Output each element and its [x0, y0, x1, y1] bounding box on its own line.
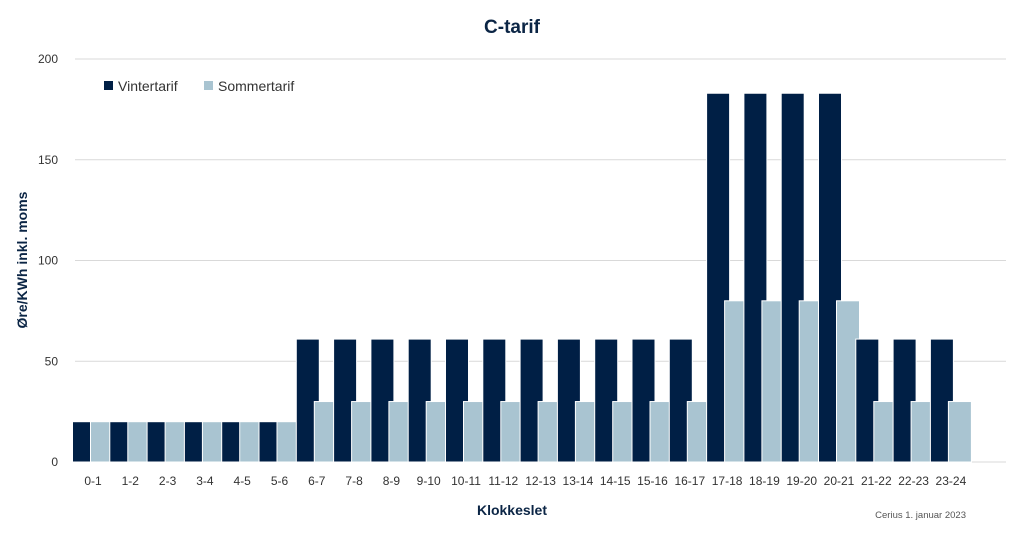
y-tick-label: 150: [38, 153, 58, 167]
bar-vintertarif-11-12: [482, 338, 507, 463]
x-tick-label: 11-12: [488, 474, 518, 488]
x-tick-label: 9-10: [417, 474, 441, 488]
bar-vintertarif-17-18: [706, 92, 731, 463]
x-tick-label: 23-24: [936, 474, 967, 488]
x-tick-label: 2-3: [159, 474, 177, 488]
bar-vintertarif-16-17: [668, 338, 693, 463]
bar-vintertarif-14-15: [594, 338, 619, 463]
y-tick-label: 50: [45, 354, 59, 368]
y-tick-label: 100: [38, 254, 58, 268]
chart-title: C-tarif: [484, 17, 541, 38]
bar-vintertarif-15-16: [631, 338, 656, 463]
y-axis-ticks: 0 50 100 150 200: [38, 52, 58, 469]
legend-label-sommertarif: Sommertarif: [218, 78, 294, 94]
x-tick-label: 0-1: [84, 474, 102, 488]
x-tick-label: 1-2: [122, 474, 140, 488]
bar-vintertarif-6-7: [295, 338, 320, 463]
bar-vintertarif-7-8: [333, 338, 358, 463]
bar-vintertarif-9-10: [407, 338, 432, 463]
bar-vintertarif-20-21: [818, 92, 842, 463]
x-axis-title: Klokkeslet: [477, 502, 547, 518]
bar-vintertarif-18-19: [743, 92, 768, 463]
x-tick-label: 14-15: [600, 474, 631, 488]
bar-vintertarif-8-9: [370, 338, 395, 463]
x-tick-label: 12-13: [525, 474, 556, 488]
x-axis-ticks: 0-1 1-2 2-3 3-4 4-5 5-6 6-7 7-8 8-9 9-10 10-11 11-1…: [84, 474, 966, 488]
x-tick-label: 7-8: [345, 474, 363, 488]
bar-vintertarif-22-23: [892, 338, 917, 463]
legend-swatch-sommertarif: [204, 81, 213, 90]
bar-vintertarif-19-20: [780, 92, 805, 463]
legend-swatch-vintertarif: [104, 81, 113, 90]
y-tick-label: 200: [38, 52, 58, 66]
bar-vintertarif-10-11: [445, 338, 469, 463]
bar-vintertarif-23-24: [929, 338, 954, 463]
legend-label-vintertarif: Vintertarif: [118, 78, 178, 94]
bar-sommertarif-23-24: [947, 401, 972, 463]
x-tick-label: 19-20: [786, 474, 817, 488]
x-tick-label: 5-6: [271, 474, 289, 488]
x-tick-label: 3-4: [196, 474, 214, 488]
bar-vintertarif-21-22: [855, 338, 880, 463]
x-tick-label: 20-21: [824, 474, 855, 488]
x-tick-label: 6-7: [308, 474, 326, 488]
x-tick-label: 15-16: [637, 474, 668, 488]
bar-vintertarif-13-14: [556, 338, 581, 463]
x-tick-label: 4-5: [234, 474, 252, 488]
bars: [72, 92, 972, 463]
x-tick-label: 21-22: [861, 474, 892, 488]
x-tick-label: 17-18: [712, 474, 743, 488]
bar-vintertarif-12-13: [519, 338, 544, 463]
x-tick-label: 18-19: [749, 474, 780, 488]
x-tick-label: 10-11: [451, 474, 481, 488]
y-tick-label: 0: [51, 455, 58, 469]
y-axis-title: Øre/KWh inkl. moms: [14, 191, 30, 328]
source-note: Cerius 1. januar 2023: [875, 510, 966, 521]
legend: Vintertarif Sommertarif: [104, 78, 294, 94]
x-tick-label: 16-17: [674, 474, 705, 488]
x-tick-label: 13-14: [563, 474, 594, 488]
x-tick-label: 22-23: [898, 474, 929, 488]
x-tick-label: 8-9: [383, 474, 401, 488]
